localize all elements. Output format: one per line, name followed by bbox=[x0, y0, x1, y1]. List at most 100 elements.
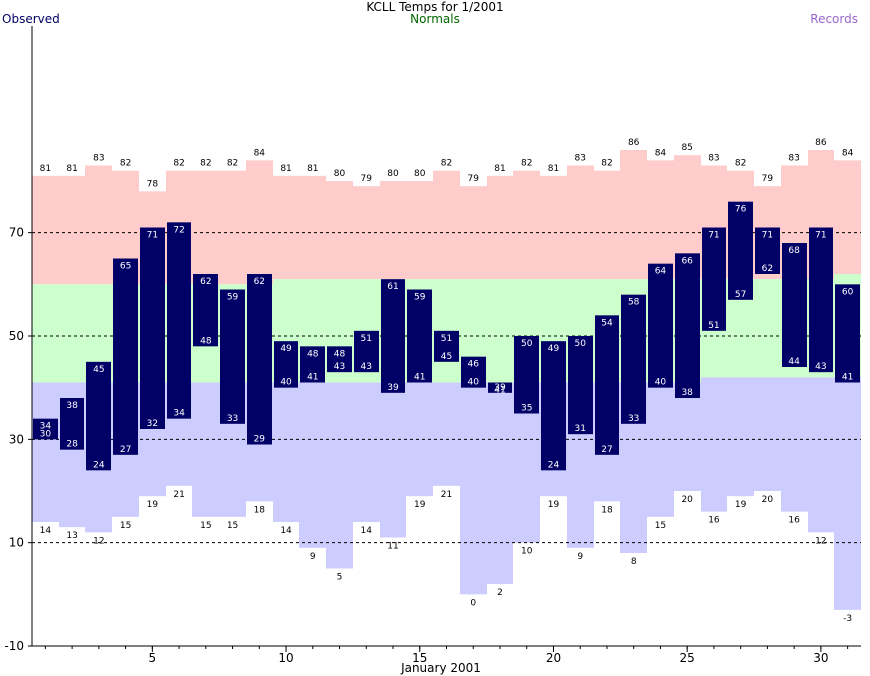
record-low-label: 19 bbox=[414, 500, 426, 510]
observed-bar bbox=[728, 201, 753, 300]
normal-band bbox=[754, 279, 781, 378]
observed-low-label: 33 bbox=[227, 414, 238, 424]
observed-low-label: 28 bbox=[66, 440, 78, 450]
x-tick-label: 25 bbox=[680, 651, 695, 665]
record-low-band bbox=[273, 382, 299, 522]
observed-low-label: 38 bbox=[681, 388, 693, 398]
observed-high-label: 72 bbox=[173, 225, 184, 235]
observed-low-label: 40 bbox=[280, 378, 292, 388]
record-high-band bbox=[32, 175, 59, 285]
record-high-label: 84 bbox=[842, 148, 854, 158]
record-low-label: 15 bbox=[655, 521, 666, 531]
record-high-band bbox=[834, 160, 861, 274]
observed-bar bbox=[488, 382, 512, 393]
observed-high-label: 64 bbox=[655, 267, 667, 277]
record-low-label: 18 bbox=[254, 505, 266, 515]
record-low-label: 12 bbox=[93, 536, 104, 546]
x-tick-label: 5 bbox=[149, 651, 157, 665]
record-high-label: 86 bbox=[815, 138, 827, 148]
y-tick-label: 30 bbox=[9, 432, 24, 446]
observed-high-label: 66 bbox=[681, 256, 693, 266]
observed-high-label: 71 bbox=[762, 231, 773, 241]
record-high-band bbox=[299, 175, 326, 280]
observed-bar bbox=[193, 274, 218, 347]
observed-bar bbox=[33, 418, 58, 440]
observed-bar bbox=[514, 336, 539, 414]
observed-bar bbox=[782, 243, 807, 367]
record-high-band bbox=[540, 175, 567, 280]
record-low-label: 19 bbox=[548, 500, 560, 510]
observed-low-label: 41 bbox=[842, 373, 853, 383]
record-high-band bbox=[647, 160, 674, 280]
observed-low-label: 57 bbox=[735, 290, 746, 300]
record-high-label: 82 bbox=[120, 159, 131, 169]
observed-low-label: 30 bbox=[40, 429, 52, 439]
observed-high-label: 50 bbox=[521, 339, 533, 349]
record-high-label: 83 bbox=[788, 154, 799, 164]
record-low-label: 14 bbox=[361, 526, 373, 536]
observed-low-label: 45 bbox=[441, 352, 452, 362]
x-axis-label: January 2001 bbox=[400, 661, 481, 675]
record-high-band bbox=[85, 165, 112, 285]
observed-low-label: 27 bbox=[601, 445, 612, 455]
observed-bar bbox=[568, 336, 593, 435]
record-low-band bbox=[674, 382, 701, 491]
record-low-label: 14 bbox=[280, 526, 292, 536]
record-high-band bbox=[513, 170, 540, 280]
record-low-band bbox=[781, 377, 808, 512]
record-low-label: 12 bbox=[815, 536, 826, 546]
observed-high-label: 61 bbox=[387, 282, 398, 292]
record-high-band bbox=[594, 170, 620, 280]
record-low-band bbox=[192, 382, 219, 517]
record-high-label: 81 bbox=[494, 164, 505, 174]
record-low-band bbox=[754, 377, 781, 491]
observed-high-label: 60 bbox=[842, 287, 854, 297]
observed-bar bbox=[461, 356, 486, 388]
observed-high-label: 49 bbox=[280, 344, 292, 354]
observed-high-label: 59 bbox=[227, 293, 239, 303]
observed-bar bbox=[541, 341, 566, 471]
record-high-label: 86 bbox=[628, 138, 640, 148]
observed-low-label: 62 bbox=[762, 264, 773, 274]
record-high-label: 83 bbox=[708, 154, 719, 164]
record-high-band bbox=[620, 150, 647, 280]
normal-band bbox=[487, 279, 513, 383]
observed-low-label: 33 bbox=[628, 414, 639, 424]
observed-low-label: 27 bbox=[120, 445, 131, 455]
observed-low-label: 41 bbox=[414, 373, 425, 383]
observed-high-label: 76 bbox=[735, 205, 747, 215]
record-low-band bbox=[353, 382, 380, 522]
observed-high-label: 49 bbox=[548, 344, 560, 354]
record-high-label: 81 bbox=[280, 164, 291, 174]
observed-low-label: 40 bbox=[655, 378, 667, 388]
observed-high-label: 71 bbox=[147, 231, 158, 241]
record-low-label: 9 bbox=[310, 552, 316, 562]
y-tick-label: 10 bbox=[9, 536, 24, 550]
observed-low-label: 24 bbox=[548, 460, 560, 470]
x-tick-label: 20 bbox=[546, 651, 561, 665]
record-low-band bbox=[433, 382, 460, 486]
record-low-label: 16 bbox=[708, 516, 720, 526]
y-tick-label: 70 bbox=[9, 226, 24, 240]
observed-high-label: 58 bbox=[628, 298, 640, 308]
record-high-label: 79 bbox=[762, 174, 774, 184]
record-high-label: 81 bbox=[548, 164, 559, 174]
y-tick-label: -10 bbox=[4, 639, 24, 653]
normal-band bbox=[433, 279, 460, 383]
record-low-label: 16 bbox=[788, 516, 800, 526]
observed-bar bbox=[354, 330, 379, 373]
record-high-band bbox=[192, 170, 219, 285]
record-high-label: 82 bbox=[227, 159, 238, 169]
x-tick-label: 10 bbox=[278, 651, 293, 665]
legend-observed: Observed bbox=[2, 12, 60, 26]
record-high-label: 81 bbox=[66, 164, 77, 174]
record-low-band bbox=[380, 382, 406, 538]
observed-bar bbox=[407, 289, 432, 383]
record-high-label: 80 bbox=[414, 169, 426, 179]
record-low-band bbox=[299, 382, 326, 548]
record-high-label: 79 bbox=[468, 174, 480, 184]
record-high-band bbox=[380, 181, 406, 280]
record-low-label: 20 bbox=[762, 495, 774, 505]
normal-band bbox=[32, 284, 59, 383]
record-high-label: 82 bbox=[200, 159, 211, 169]
